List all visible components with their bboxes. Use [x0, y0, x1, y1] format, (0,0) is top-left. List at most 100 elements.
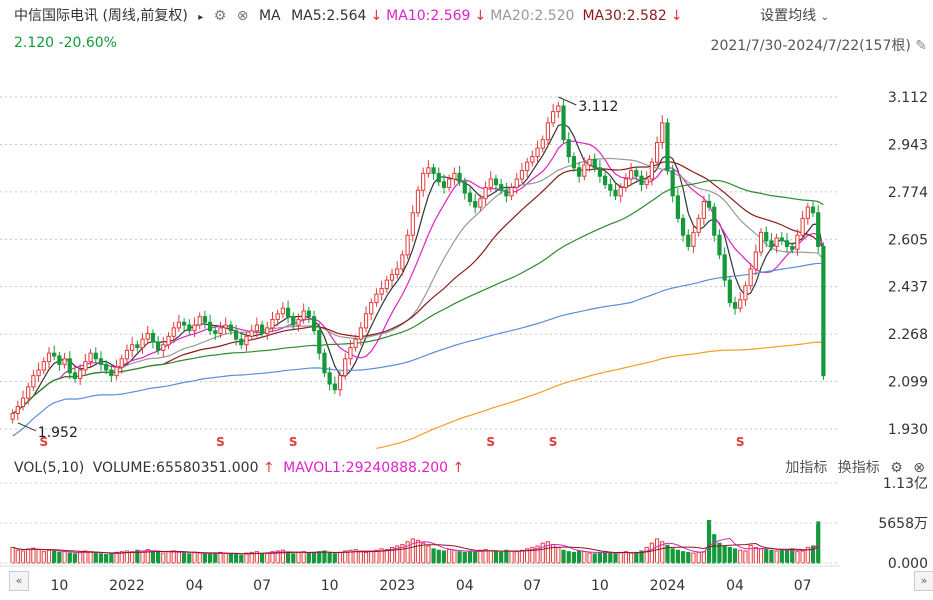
volume-bar	[410, 538, 415, 564]
scroll-right-button[interactable]: »	[914, 571, 933, 591]
ma-line	[12, 123, 824, 415]
candle-body	[717, 234, 722, 256]
volume-tick-label: 0.000	[888, 556, 928, 572]
volume-bar	[493, 551, 499, 564]
time-tick-label: 2022	[109, 578, 145, 594]
candle-body	[400, 254, 405, 270]
candle-body	[592, 158, 597, 169]
candle-body	[244, 335, 249, 346]
candle-body	[207, 321, 213, 332]
price-tick-label: 2.437	[888, 280, 928, 296]
switch-indicator-button[interactable]: 换指标	[837, 460, 880, 476]
volume-bar	[577, 550, 582, 564]
volume-bar	[649, 542, 654, 564]
volume-bar	[296, 551, 301, 564]
candle-body	[634, 170, 639, 177]
date-range-text: 2021/7/30-2024/7/22(157根)	[710, 38, 911, 54]
pin-icon[interactable]: ✎	[915, 38, 927, 54]
volume-bar	[566, 551, 571, 564]
candle-body	[176, 321, 182, 329]
candle-body	[452, 172, 457, 180]
candle-body	[779, 237, 784, 242]
candle-body	[353, 338, 358, 349]
candle-body	[597, 167, 603, 177]
add-indicator-button[interactable]: 加指标	[785, 460, 828, 476]
candle-body	[514, 178, 519, 188]
volume-bar	[530, 546, 535, 564]
volume-bar	[337, 551, 343, 564]
candle-body	[504, 189, 509, 197]
candle-body	[628, 170, 634, 180]
candle-body	[98, 358, 104, 365]
volume-bar	[223, 552, 228, 564]
volume-bar	[192, 551, 197, 564]
candle-body	[436, 172, 441, 183]
volume-bar	[504, 549, 509, 564]
candle-body	[140, 338, 145, 349]
candle-body	[26, 386, 31, 399]
candle-body	[192, 324, 197, 332]
candle-body	[722, 254, 727, 281]
candle-body	[556, 105, 561, 113]
volume-bar	[769, 549, 774, 564]
volume-bar	[634, 551, 639, 564]
close-icon[interactable]: ⊗	[236, 8, 249, 24]
volume-bar	[182, 552, 187, 564]
volume-bar	[478, 549, 483, 564]
candle-body	[701, 200, 706, 219]
volume-bar	[805, 546, 810, 564]
candle-body	[483, 186, 488, 200]
time-tick-label: 04	[726, 578, 744, 594]
volume-bar	[389, 546, 395, 564]
mavol-arrow: ↑	[452, 460, 465, 476]
expand-arrow-icon[interactable]: ▸	[198, 12, 204, 23]
candle-body	[639, 175, 644, 186]
volume-bar	[57, 551, 62, 564]
candle-body	[78, 369, 83, 379]
volume-bar	[779, 549, 784, 564]
candle-body	[670, 170, 675, 197]
candle-body	[332, 383, 337, 391]
candle-body	[327, 372, 332, 385]
candle-body	[478, 198, 483, 208]
volume-bar	[218, 551, 223, 564]
candle-body	[93, 352, 98, 360]
candle-body	[800, 217, 805, 236]
close-icon[interactable]: ⊗	[913, 460, 925, 476]
candle-body	[275, 313, 280, 320]
candle-body	[296, 318, 301, 326]
moving-averages	[12, 123, 824, 449]
volume-ma-line	[12, 542, 819, 555]
volume-bar	[285, 552, 291, 564]
candle-body	[291, 316, 296, 326]
volume-bar	[587, 552, 592, 564]
time-tick-label: 2024	[650, 578, 686, 594]
candle-body	[613, 189, 618, 197]
time-tick-label: 07	[523, 578, 541, 594]
gear-icon[interactable]: ⚙	[890, 460, 903, 476]
scroll-left-button[interactable]: «	[9, 571, 29, 591]
gear-icon[interactable]: ⚙	[213, 8, 227, 24]
candle-body	[566, 139, 571, 158]
volume-bar	[675, 549, 680, 564]
price-tick-label: 2.774	[888, 185, 928, 201]
candle-body	[805, 206, 810, 219]
time-tick-label: 2023	[379, 578, 415, 594]
volume-bar	[686, 551, 691, 564]
volume-bar	[462, 551, 467, 564]
candle-body	[623, 178, 629, 188]
settings-ma-button[interactable]: 设置均线 ⌄	[760, 5, 829, 29]
volume-bar	[239, 554, 244, 564]
candle-body	[462, 181, 467, 194]
volume-bar	[130, 551, 135, 564]
candle-body	[654, 142, 660, 163]
volume-bar	[52, 550, 57, 564]
candle-body	[171, 327, 176, 337]
volume-bar	[753, 546, 758, 564]
volume-bar	[202, 553, 208, 564]
candle-body	[187, 324, 192, 332]
volume-bar	[540, 542, 545, 564]
volume-bar	[514, 551, 519, 564]
candle-body	[343, 358, 348, 377]
volume-bar	[525, 548, 530, 564]
